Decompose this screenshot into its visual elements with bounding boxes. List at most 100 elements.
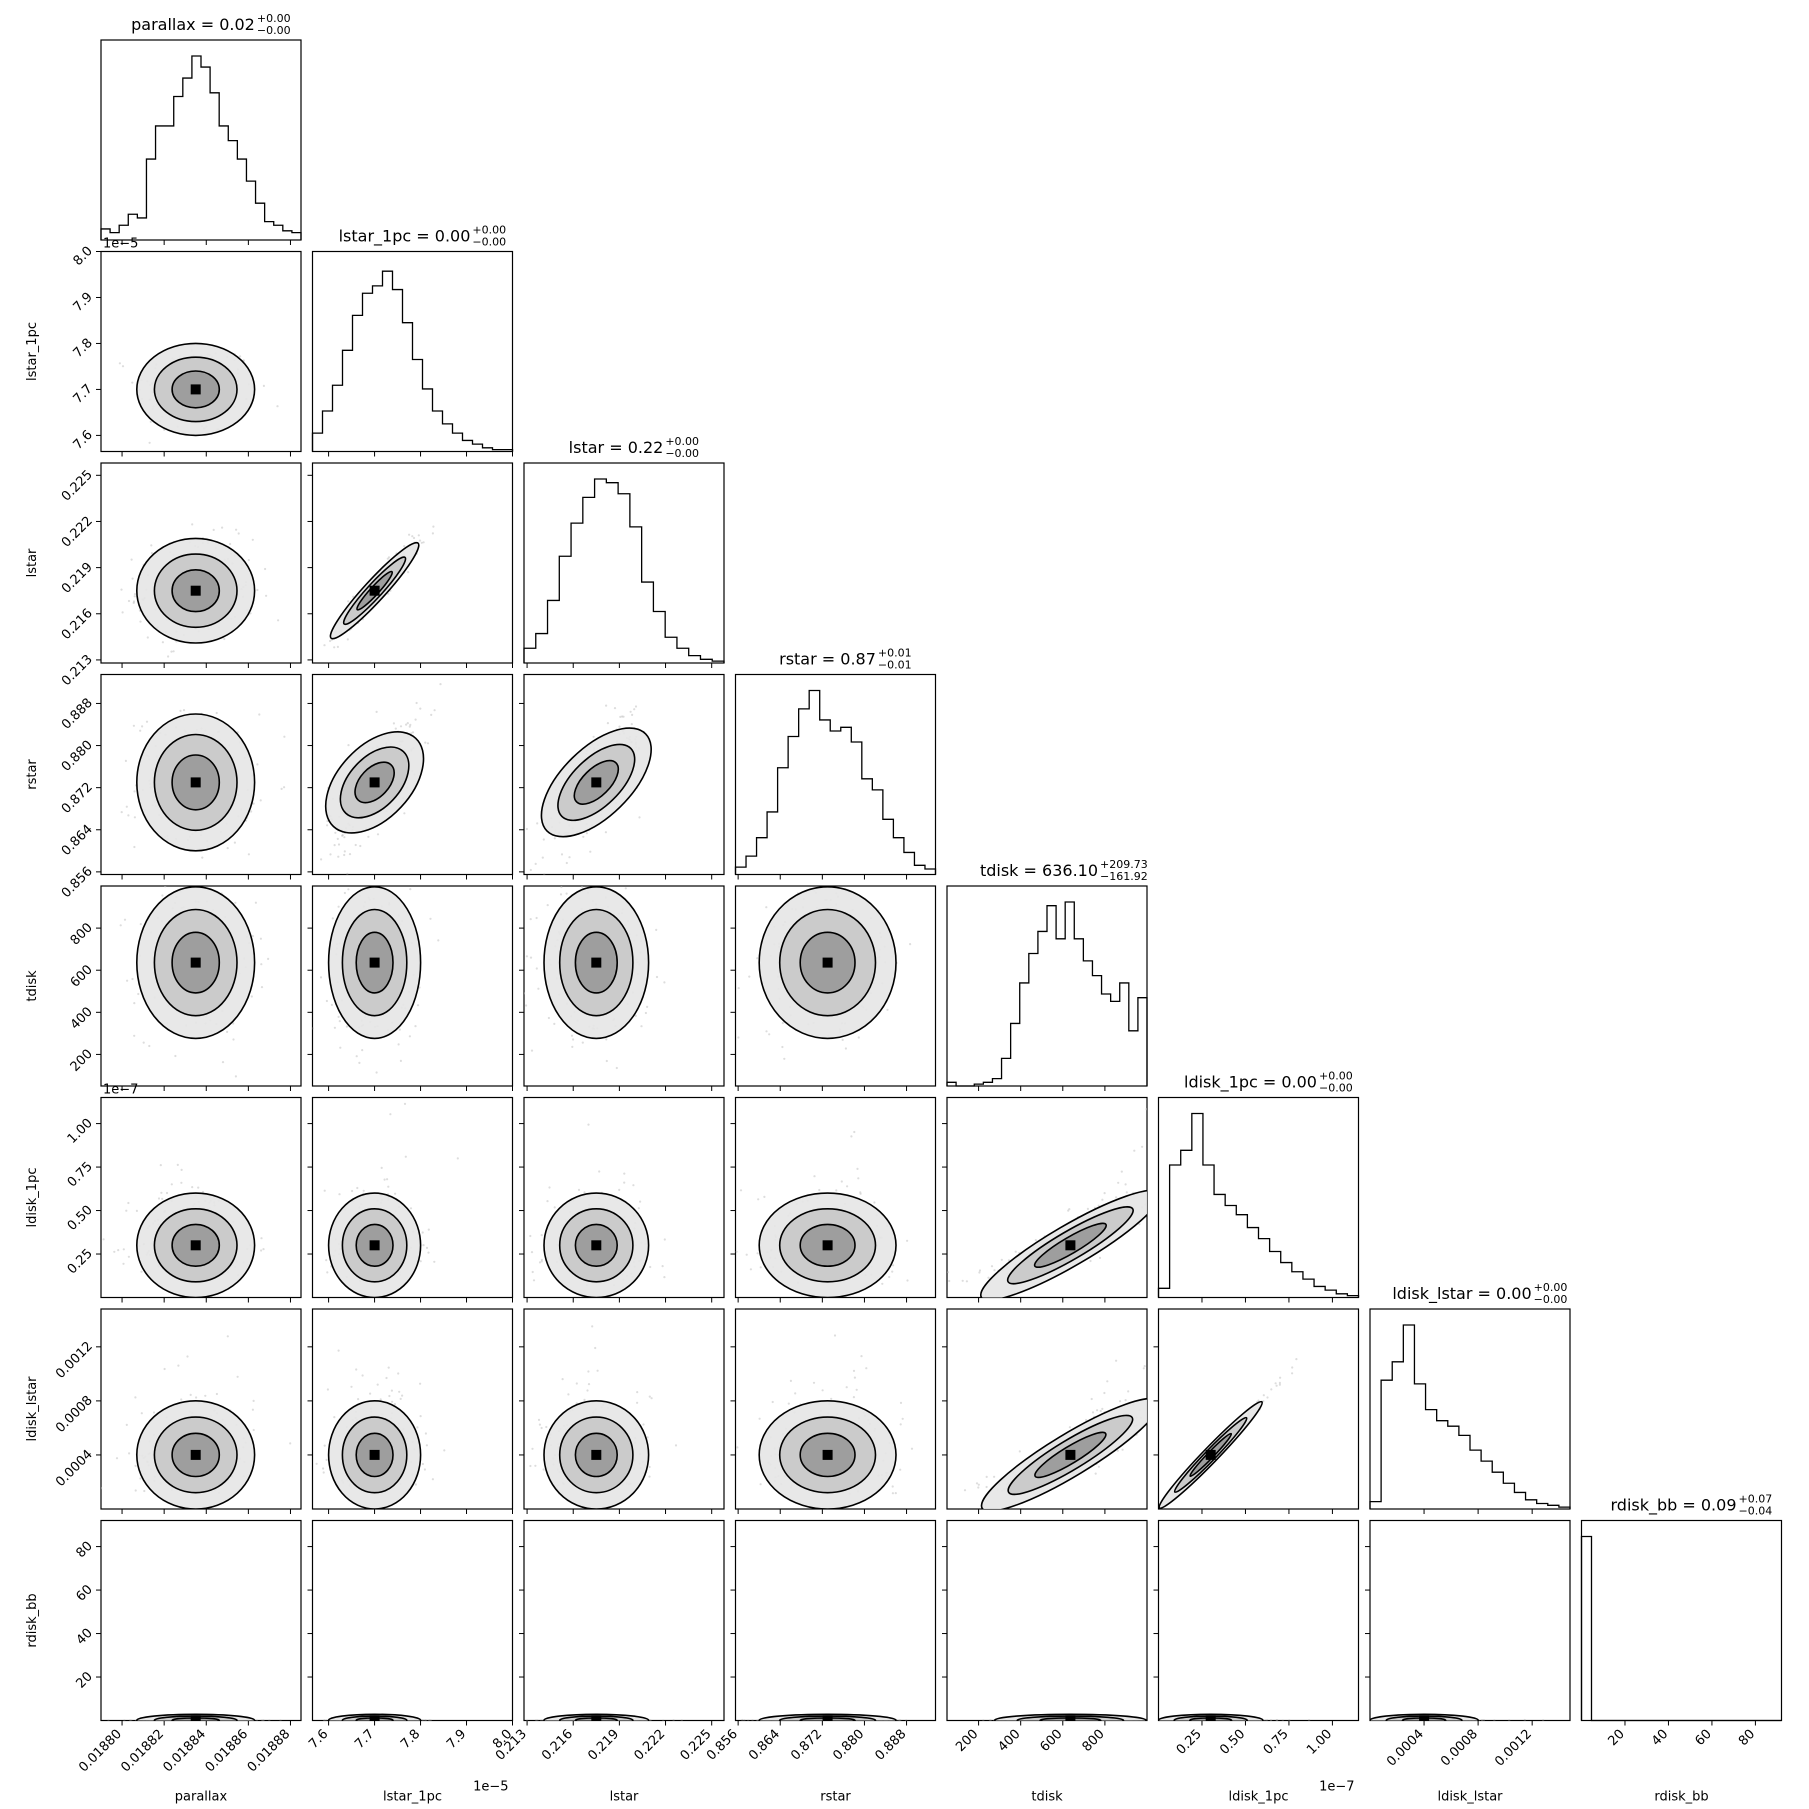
sample-point [586,1389,589,1392]
sample-point [582,835,585,838]
sample-point [431,532,434,535]
sample-point [899,1468,902,1471]
sample-point [390,1389,393,1392]
sample-point [102,1238,105,1241]
sample-point [644,1011,648,1015]
sample-point [380,1166,383,1169]
density-peak [591,777,602,788]
sample-point [343,850,346,853]
panel-parallax-tdisk [96,875,302,1091]
sample-point [587,1370,590,1373]
sample-point [650,1397,653,1400]
sample-point [845,1386,848,1389]
sample-point [547,1016,551,1020]
sample-point [405,723,408,726]
sample-point [840,1180,843,1183]
sample-point [383,1178,386,1181]
sample-point [789,1379,793,1382]
sample-point [787,1402,790,1405]
sample-point [580,886,584,888]
sample-point [561,1378,564,1381]
sample-point [346,872,349,875]
sample-point [853,883,855,885]
sample-point [433,1260,436,1263]
sample-point [833,1334,837,1337]
sample-point [258,713,261,716]
sample-point [137,992,140,996]
sample-point [630,723,633,726]
sample-point [398,1028,401,1031]
sample-point [256,588,259,592]
sample-point [312,1027,314,1030]
sample-point [422,541,425,544]
density-peak [591,957,602,968]
density-peak [190,1715,201,1721]
density-parallax-lstar [120,523,280,658]
sample-point [605,704,608,707]
sample-point [331,917,334,920]
sample-point [765,906,768,909]
sample-point [319,976,323,979]
sample-point [606,722,610,725]
sample-point [524,992,526,995]
panel-lstar_1pc-rstar [307,673,514,880]
sample-point [525,827,529,831]
sample-point [568,856,571,859]
sample-point [361,1374,364,1377]
sample-point [618,725,621,728]
sample-point [571,1045,574,1048]
sample-point [759,1266,762,1269]
sample-point [347,888,350,891]
sample-point [419,707,422,710]
sample-point [855,1388,858,1391]
sample-point [191,523,194,526]
sample-point [852,1369,856,1372]
sample-point [247,853,250,856]
sample-point [623,1181,626,1184]
sample-point [605,1059,608,1063]
panel-lstar_1pc-rdisk_bb [307,1519,514,1726]
panel-lstar-ldisk_1pc [519,1096,725,1303]
sample-point [655,975,659,979]
sample-point [127,814,130,817]
density-parallax-ldisk_1pc [102,1163,265,1298]
sample-point [174,1054,177,1058]
sample-point [748,975,751,978]
sample-point [220,875,222,877]
sample-point [251,1408,254,1411]
sample-point [146,636,149,639]
sample-point [532,1279,536,1282]
sample-point [131,977,134,981]
sample-point [891,1485,894,1488]
sample-point [633,708,636,711]
sample-point [180,1181,183,1184]
sample-point [131,381,134,384]
density-peak [822,957,833,968]
sample-point [329,853,332,856]
sample-point [148,1044,151,1048]
sample-point [416,1004,420,1007]
histogram-parallax [100,55,302,240]
sample-point [133,845,136,849]
density-lstar-rstar [525,704,652,875]
sample-point [534,1719,538,1721]
panel-lstar_1pc-lstar [307,462,514,668]
sample-point [323,1719,326,1721]
sample-point [765,1030,768,1033]
sample-point [133,790,136,793]
sample-point [543,873,546,875]
sample-point [909,943,912,946]
sample-point [432,525,435,528]
sample-point [613,707,617,710]
sample-point [589,850,592,853]
sample-point [745,1253,748,1256]
sample-point [323,644,326,647]
sample-point [239,355,242,358]
sample-point [624,887,627,890]
sample-point [355,1368,358,1371]
panel-rstar-tdisk [730,883,937,1091]
sample-point [359,844,362,848]
sample-point [250,810,253,813]
panel-frame [311,1519,514,1722]
sample-point [886,1008,889,1011]
